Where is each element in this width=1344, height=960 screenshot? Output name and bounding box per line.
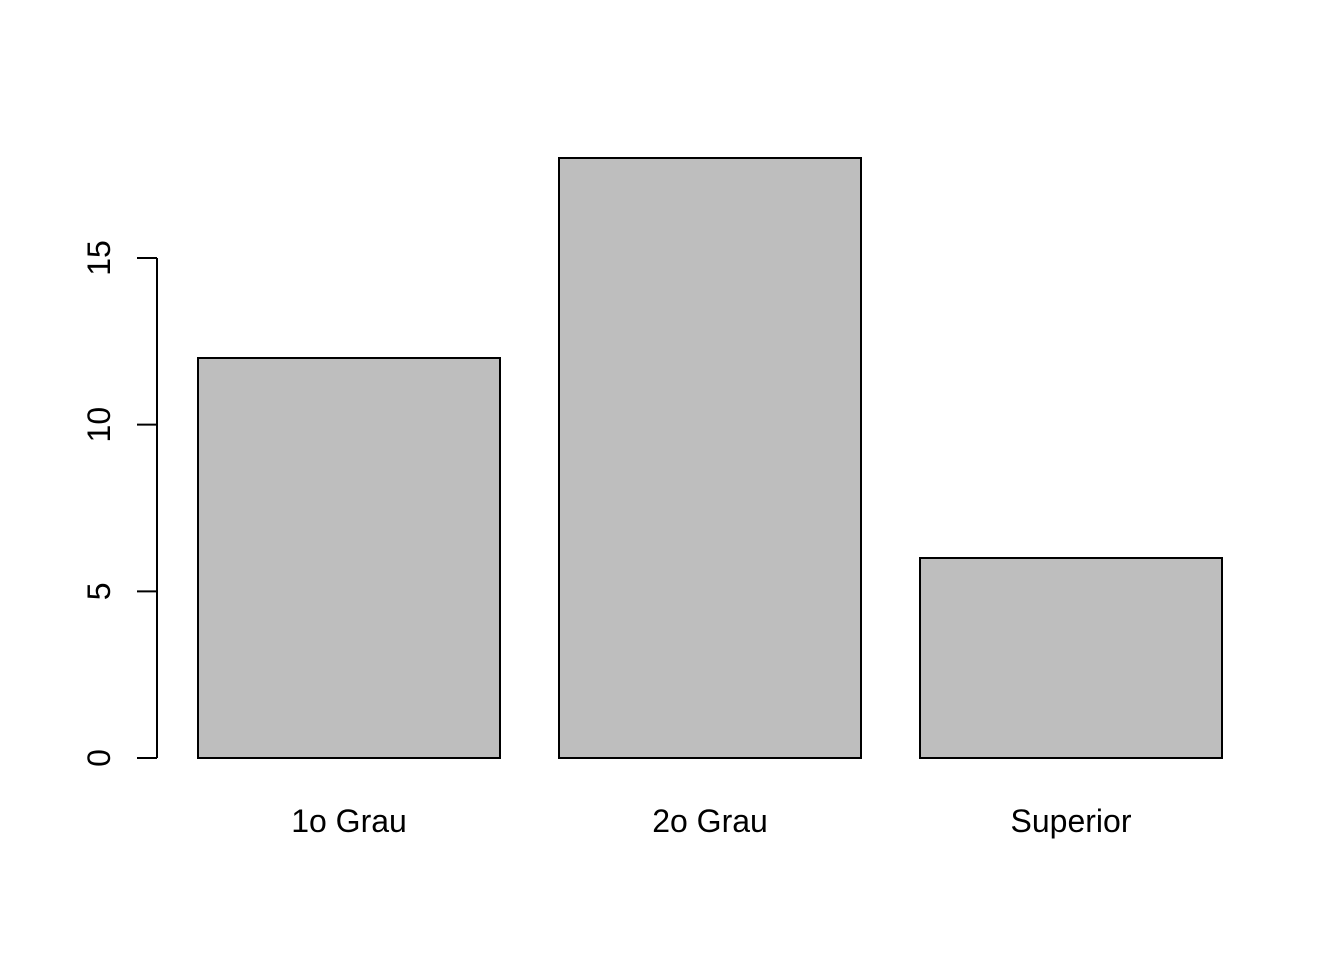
bar-superior (919, 557, 1223, 759)
y-axis: 0 5 10 15 (81, 240, 158, 767)
bars (197, 157, 1223, 759)
bar-2o-grau (558, 157, 862, 759)
y-tick-label: 15 (81, 240, 117, 276)
x-category-label: 2o Grau (652, 803, 768, 839)
y-tick-label: 0 (81, 749, 117, 767)
y-tick-label: 10 (81, 407, 117, 443)
x-axis-labels: 1o Grau 2o Grau Superior (291, 803, 1132, 839)
x-category-label: Superior (1011, 803, 1132, 839)
x-category-label: 1o Grau (291, 803, 407, 839)
y-tick-label: 5 (81, 582, 117, 600)
bar-1o-grau (197, 357, 501, 759)
